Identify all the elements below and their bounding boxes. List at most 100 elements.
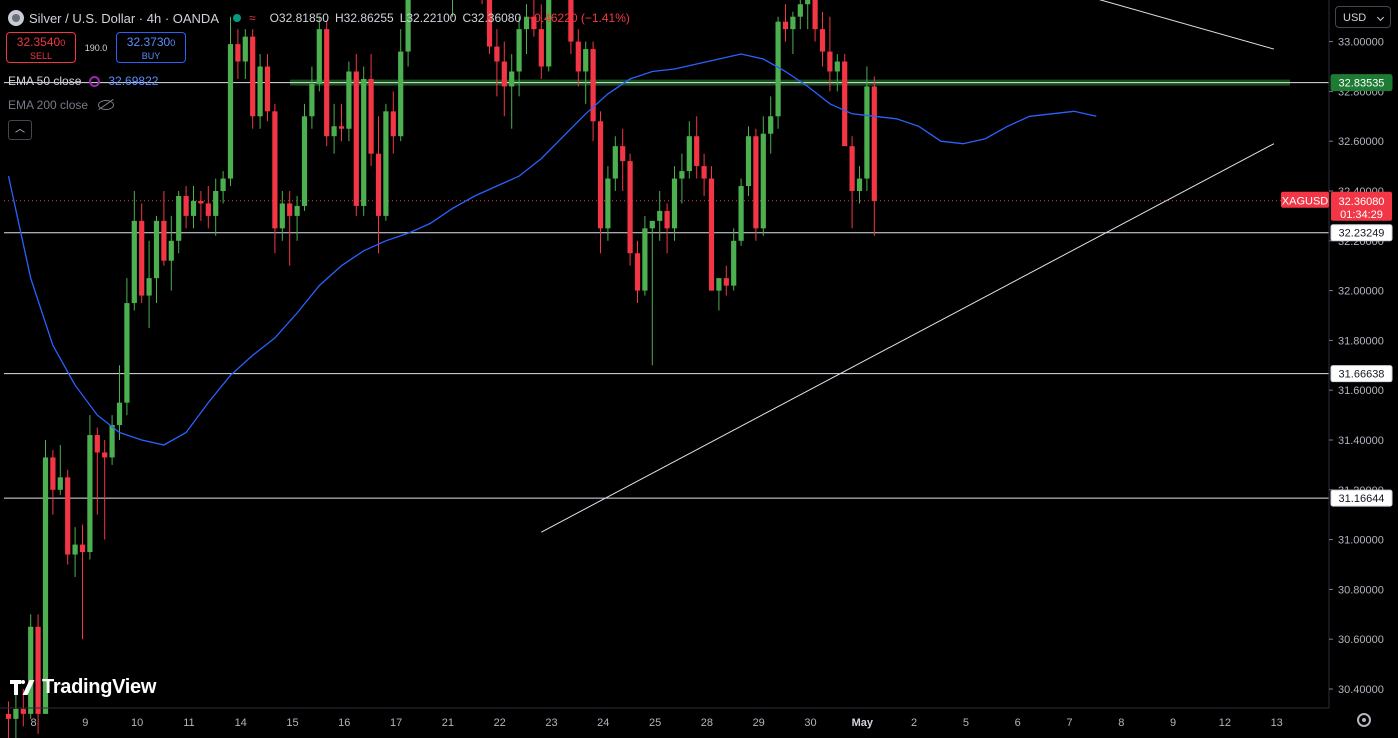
candle-body — [301, 116, 308, 206]
ohlc-high: H32.86255 — [334, 11, 394, 25]
candle-body — [13, 708, 19, 719]
ohlc-close: C32.36080 — [462, 11, 522, 25]
candle-body — [716, 278, 722, 291]
candle-body — [708, 178, 715, 291]
candle-body — [205, 203, 211, 216]
y-tick-label: 31.60000 — [1338, 385, 1384, 397]
x-tick-label: 21 — [442, 717, 454, 729]
y-tick-label: 31.80000 — [1338, 335, 1384, 347]
candle-body — [324, 29, 330, 137]
y-tick-label: 31.40000 — [1338, 435, 1384, 447]
candle-body — [516, 29, 522, 72]
horizontal-levels — [4, 79, 1329, 499]
collapse-legend-button[interactable]: ︿ — [8, 120, 32, 140]
chevron-up-icon: ︿ — [15, 124, 25, 135]
candle-body — [790, 16, 796, 30]
candle-body — [35, 626, 41, 714]
candle-body — [590, 49, 596, 122]
candle-body — [390, 111, 396, 137]
candle-body — [146, 278, 152, 296]
y-tick-label: 30.40000 — [1338, 684, 1384, 696]
level-price-tag[interactable] — [1330, 489, 1393, 507]
x-tick-label: 30 — [804, 717, 816, 729]
candle-body — [597, 121, 604, 229]
candle-body — [509, 71, 515, 87]
sell-label: SELL — [29, 51, 53, 61]
candle-body — [649, 220, 655, 229]
candle-body — [753, 136, 759, 229]
sell-button[interactable]: 32.35400 SELL — [6, 32, 76, 63]
eye-hidden-icon[interactable] — [98, 100, 115, 110]
symbol-title[interactable]: Silver / U.S. Dollar · 4h · OANDA — [29, 10, 219, 26]
candle-body — [28, 626, 34, 714]
candle-body — [242, 36, 248, 62]
x-tick-label: 23 — [545, 717, 557, 729]
candle-body — [87, 435, 93, 553]
candle-body — [834, 61, 840, 72]
candle-body — [864, 86, 870, 179]
candles — [5, 0, 877, 738]
candle-body — [657, 210, 663, 221]
level-price-label: 31.16644 — [1339, 493, 1385, 505]
candle-body — [94, 435, 100, 453]
candle-body — [694, 136, 700, 167]
current-price-label: 32.36080 — [1339, 196, 1385, 208]
x-tick-label: 9 — [1170, 717, 1176, 729]
x-tick-label: 13 — [1271, 717, 1283, 729]
y-tick-label: 30.60000 — [1338, 634, 1384, 646]
market-open-icon — [233, 14, 241, 22]
x-tick-label: 25 — [649, 717, 661, 729]
candle-body — [109, 425, 115, 458]
candle-body — [338, 126, 345, 129]
candle-body — [168, 240, 174, 261]
candle-body — [161, 220, 167, 261]
candle-body — [634, 253, 641, 291]
current-price-tag[interactable] — [1331, 191, 1392, 221]
ema50-line-path — [7, 53, 1097, 446]
buy-button[interactable]: 32.37300 BUY — [116, 32, 186, 63]
trendline-ascending[interactable] — [541, 143, 1275, 533]
candle-body — [139, 220, 145, 296]
candle-body — [856, 178, 863, 191]
spread-value: 190.0 — [84, 42, 108, 53]
ohlc-open: O32.81850 — [269, 11, 329, 25]
ohlc-change: −0.46220 (−1.41%) — [527, 11, 630, 25]
candle-body — [538, 29, 544, 67]
candle-body — [679, 171, 685, 179]
x-tick-label: May — [852, 717, 874, 729]
candle-body — [279, 203, 285, 229]
candle-body — [287, 203, 293, 216]
symbol-tag[interactable] — [1281, 191, 1329, 208]
candle-body — [398, 51, 404, 137]
level-price-label: 32.83535 — [1339, 78, 1385, 90]
wave-icon: ≈ — [249, 11, 256, 25]
candle-body — [501, 61, 507, 87]
trendline-descending[interactable] — [430, 0, 1275, 50]
candle-body — [383, 111, 389, 216]
currency-selector[interactable]: USD — [1335, 6, 1391, 28]
candle-body — [738, 186, 744, 241]
gear-icon[interactable] — [1357, 713, 1371, 727]
candle-body — [849, 146, 855, 191]
ema50-value: 32.69822 — [108, 74, 159, 88]
candle-body — [294, 205, 300, 216]
tradingview-logo: TradingView — [10, 676, 156, 699]
candle-body — [782, 21, 789, 30]
level-price-tag[interactable] — [1330, 74, 1393, 92]
x-tick-label: 12 — [1219, 717, 1231, 729]
level-price-tag[interactable] — [1330, 365, 1393, 383]
candle-body — [153, 220, 160, 279]
level-price-tag[interactable] — [1330, 224, 1393, 242]
sync-icon[interactable] — [89, 75, 101, 87]
candle-body — [272, 111, 278, 229]
candle-body — [745, 136, 752, 187]
candle-body — [198, 200, 204, 204]
x-tick-label: 14 — [235, 717, 247, 729]
ema200-legend[interactable]: EMA 200 close — [8, 98, 115, 112]
candle-body — [531, 16, 537, 30]
ema50-label: EMA 50 close — [8, 74, 82, 88]
x-tick-label: 11 — [183, 717, 194, 729]
ema50-legend[interactable]: EMA 50 close 32.69822 — [8, 74, 158, 88]
x-tick-label: 8 — [30, 717, 36, 729]
